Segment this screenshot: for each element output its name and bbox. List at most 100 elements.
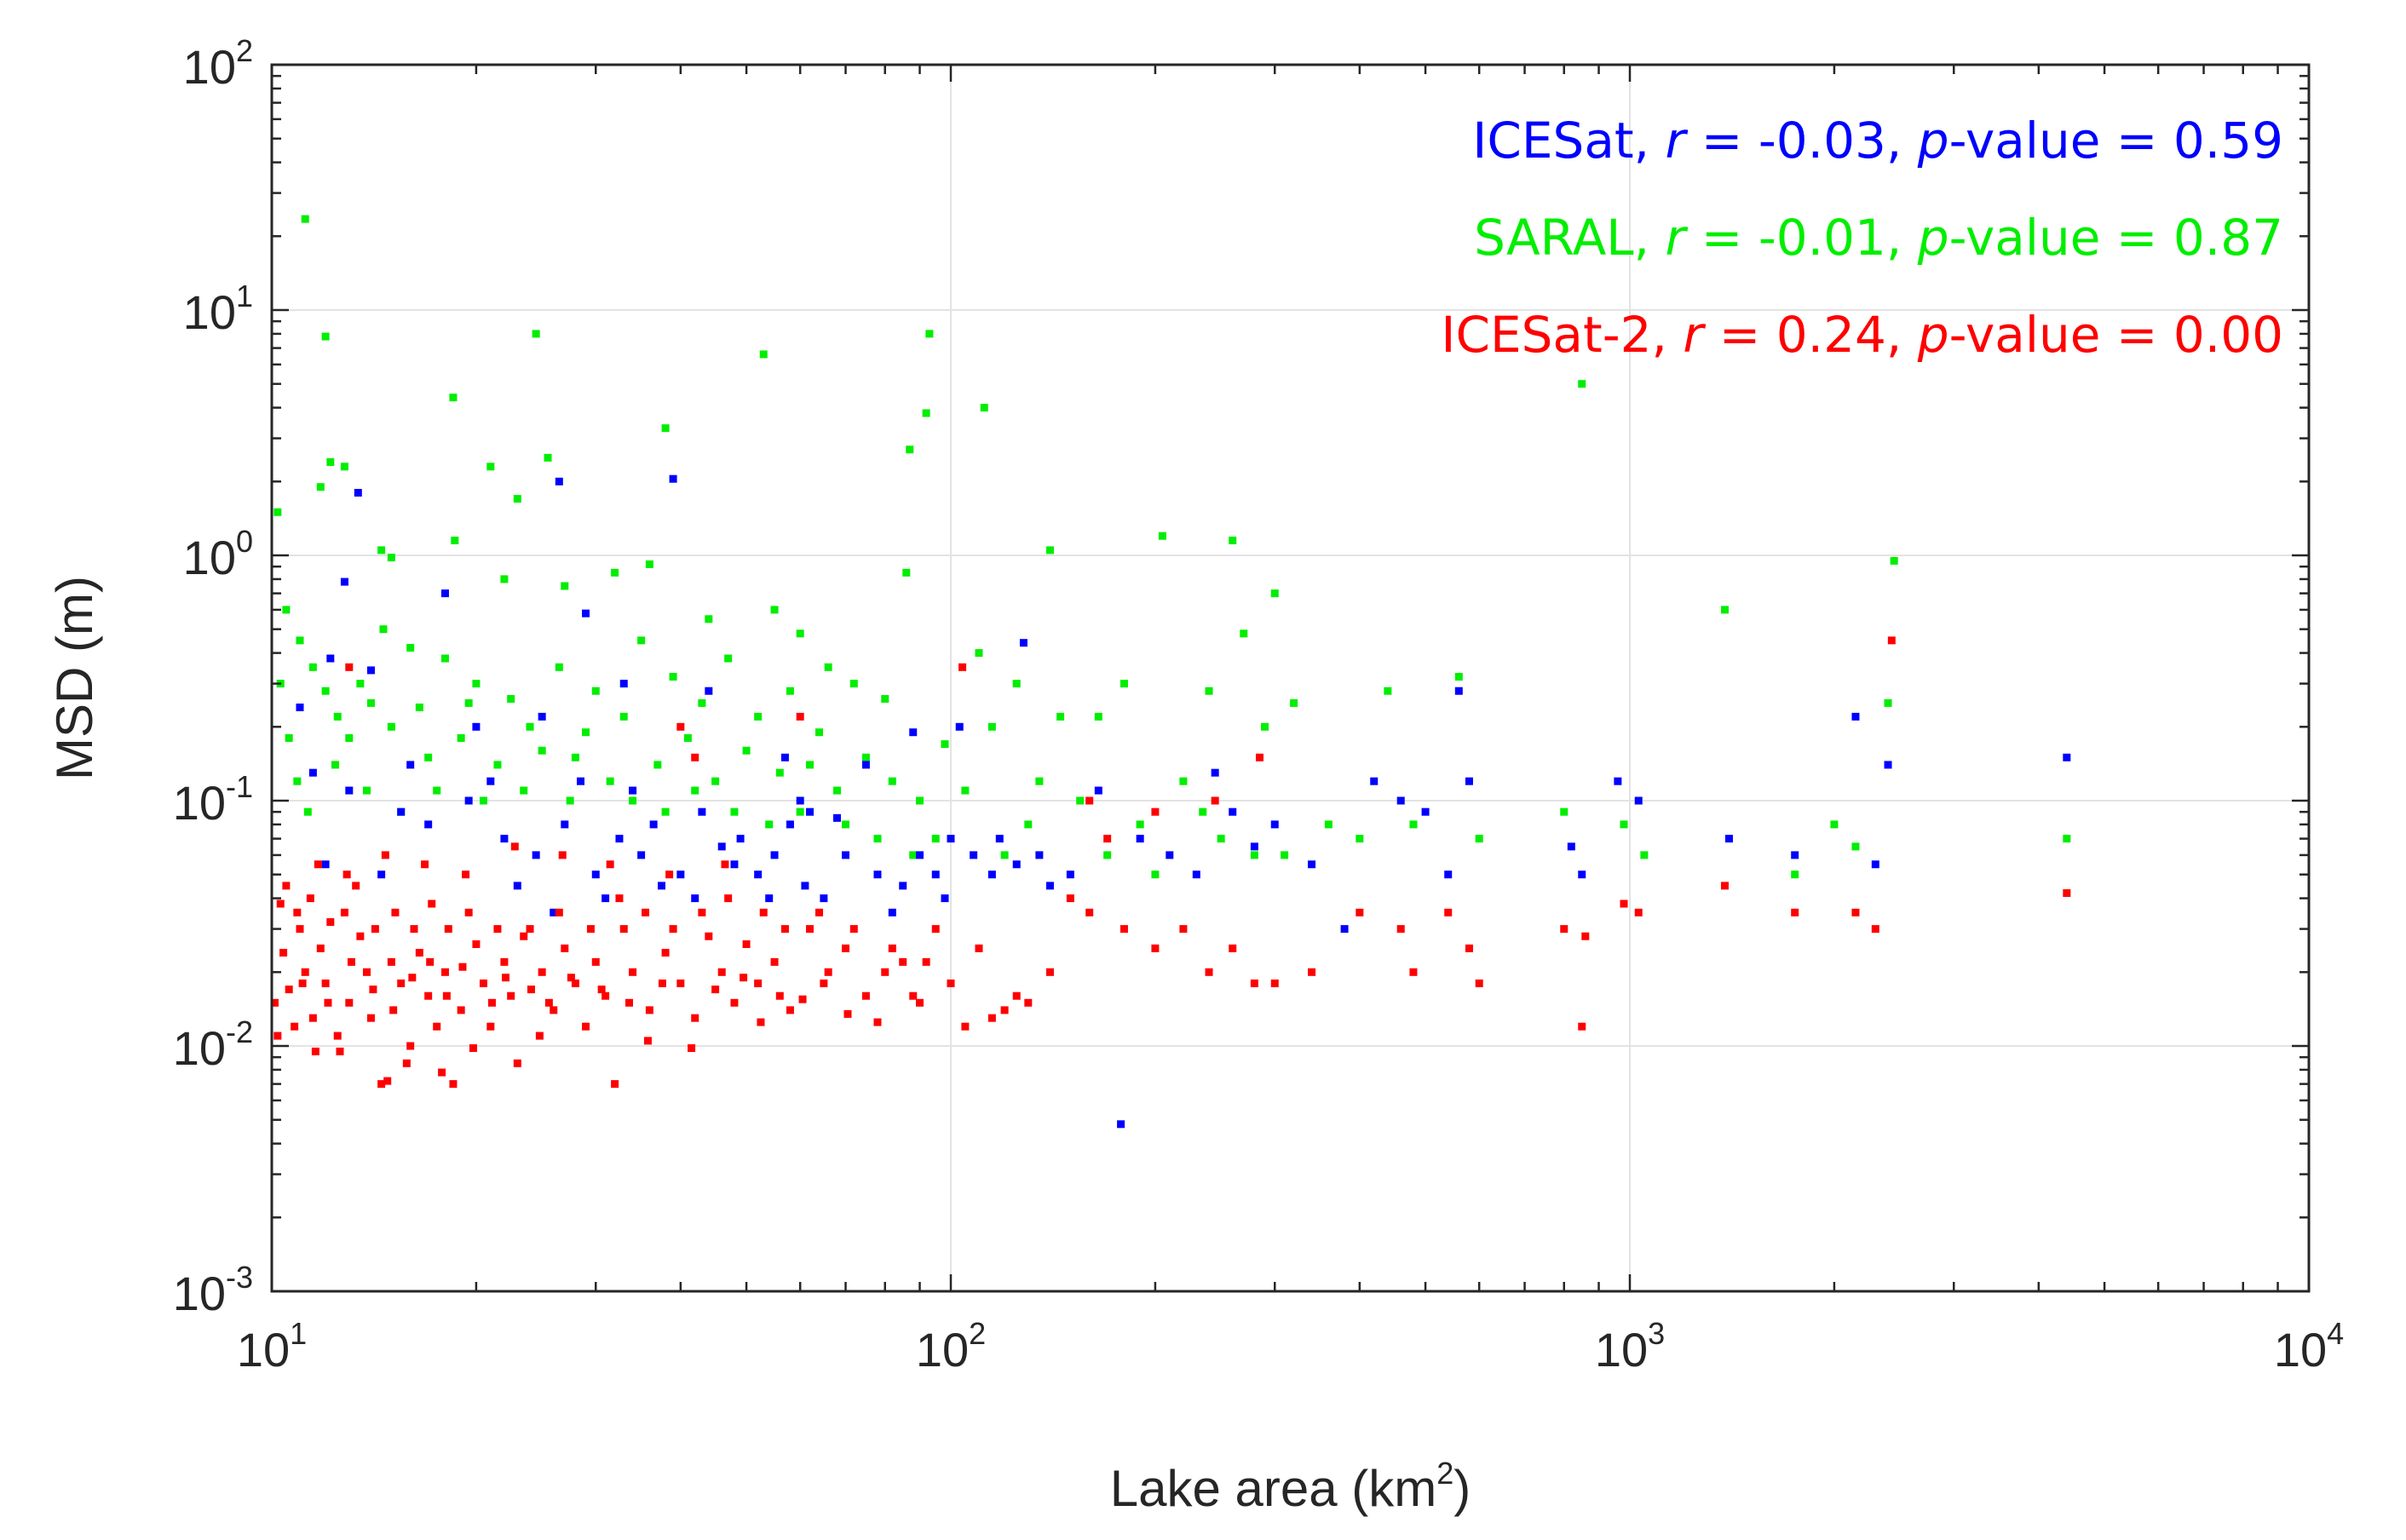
point-icesat-2 (440, 968, 449, 976)
point-icesat-2 (383, 1077, 392, 1085)
point-saral (1356, 835, 1364, 843)
point-icesat-2 (1085, 796, 1094, 805)
point-icesat-2 (544, 998, 553, 1007)
y-tick-label-5: 102 (183, 33, 253, 94)
point-saral (980, 404, 988, 412)
point-saral (520, 786, 528, 795)
point-icesat-2 (527, 985, 535, 994)
point-icesat (955, 722, 964, 731)
point-saral (1205, 687, 1213, 695)
point-icesat-2 (1211, 796, 1219, 805)
point-icesat (397, 807, 406, 816)
plot-frame (270, 63, 2311, 1293)
point-icesat-2 (308, 1014, 317, 1022)
point-icesat (786, 820, 794, 829)
point-icesat-2 (306, 894, 314, 903)
point-icesat-2 (770, 957, 779, 966)
point-icesat (464, 796, 473, 805)
point-saral (861, 753, 870, 761)
point-icesat-2 (643, 1037, 652, 1045)
point-saral (1851, 842, 1860, 851)
point-icesat-2 (1791, 908, 1799, 917)
y-tick-label-3: 100 (183, 524, 253, 584)
point-icesat-2 (806, 925, 814, 934)
point-icesat (354, 488, 362, 497)
point-icesat (754, 871, 763, 879)
point-icesat-2 (291, 1022, 299, 1031)
point-icesat (649, 820, 658, 829)
point-icesat-2 (298, 979, 307, 987)
point-icesat (691, 894, 699, 903)
point-icesat-2 (775, 991, 784, 1000)
point-saral (345, 733, 354, 742)
point-icesat-2 (1085, 908, 1094, 917)
point-icesat (970, 851, 978, 859)
scatter-points (270, 215, 2071, 1129)
point-saral (1120, 680, 1128, 688)
point-icesat-2 (947, 979, 955, 987)
point-saral (571, 753, 579, 761)
point-icesat (669, 474, 677, 483)
point-icesat-2 (426, 957, 435, 966)
point-icesat (676, 871, 685, 879)
point-saral (356, 680, 365, 688)
point-icesat-2 (658, 979, 666, 987)
point-icesat-2 (342, 871, 351, 879)
point-icesat (1012, 860, 1021, 869)
point-icesat (833, 813, 842, 822)
legend-entry-icesat-2: ICESat-2, r = 0.24, p-value = 0.00 (1441, 306, 2283, 364)
point-icesat (705, 687, 713, 695)
point-icesat (1019, 639, 1027, 647)
point-icesat (406, 761, 415, 769)
point-saral (1000, 851, 1009, 859)
point-icesat (730, 860, 739, 869)
point-saral (321, 687, 330, 695)
point-icesat-2 (391, 908, 400, 917)
point-saral (637, 636, 646, 645)
point-icesat (801, 882, 809, 890)
x-tick-label-3: 104 (2274, 1316, 2344, 1376)
point-icesat (1270, 820, 1279, 829)
point-saral (331, 761, 339, 769)
point-icesat-2 (296, 925, 304, 934)
point-icesat (486, 777, 495, 785)
point-saral (1158, 532, 1166, 540)
point-saral (561, 582, 569, 590)
point-icesat-2 (406, 1042, 415, 1050)
point-icesat-2 (1151, 807, 1160, 816)
point-saral (961, 786, 970, 795)
point-icesat-2 (798, 995, 807, 1003)
point-icesat-2 (842, 944, 850, 952)
point-saral (1199, 807, 1207, 816)
point-icesat-2 (754, 979, 763, 987)
point-icesat-2 (507, 991, 515, 1000)
point-icesat-2 (356, 932, 365, 940)
point-saral (532, 330, 540, 338)
point-icesat-2 (820, 979, 828, 987)
point-saral (449, 394, 458, 402)
point-saral (796, 629, 804, 638)
point-icesat (1444, 871, 1453, 879)
point-icesat-2 (1045, 968, 1054, 976)
point-icesat (1211, 768, 1219, 777)
point-icesat (550, 908, 558, 917)
point-icesat-2 (843, 1009, 852, 1018)
point-saral (1261, 722, 1269, 731)
point-icesat (472, 722, 481, 731)
point-icesat-2 (352, 882, 360, 890)
point-saral (987, 722, 996, 731)
point-icesat-2 (1475, 979, 1483, 987)
point-icesat-2 (469, 1044, 477, 1053)
point-saral (975, 649, 983, 658)
point-icesat-2 (408, 974, 417, 982)
point-saral (486, 463, 495, 471)
point-icesat (698, 807, 706, 816)
point-icesat-2 (1179, 925, 1188, 934)
point-saral (321, 332, 330, 341)
point-icesat (538, 712, 546, 721)
point-saral (629, 796, 637, 805)
point-icesat-2 (472, 940, 481, 948)
point-icesat-2 (1720, 882, 1729, 890)
legend-entry-icesat: ICESat, r = -0.03, p-value = 0.59 (1472, 112, 2283, 170)
point-icesat (1614, 777, 1622, 785)
